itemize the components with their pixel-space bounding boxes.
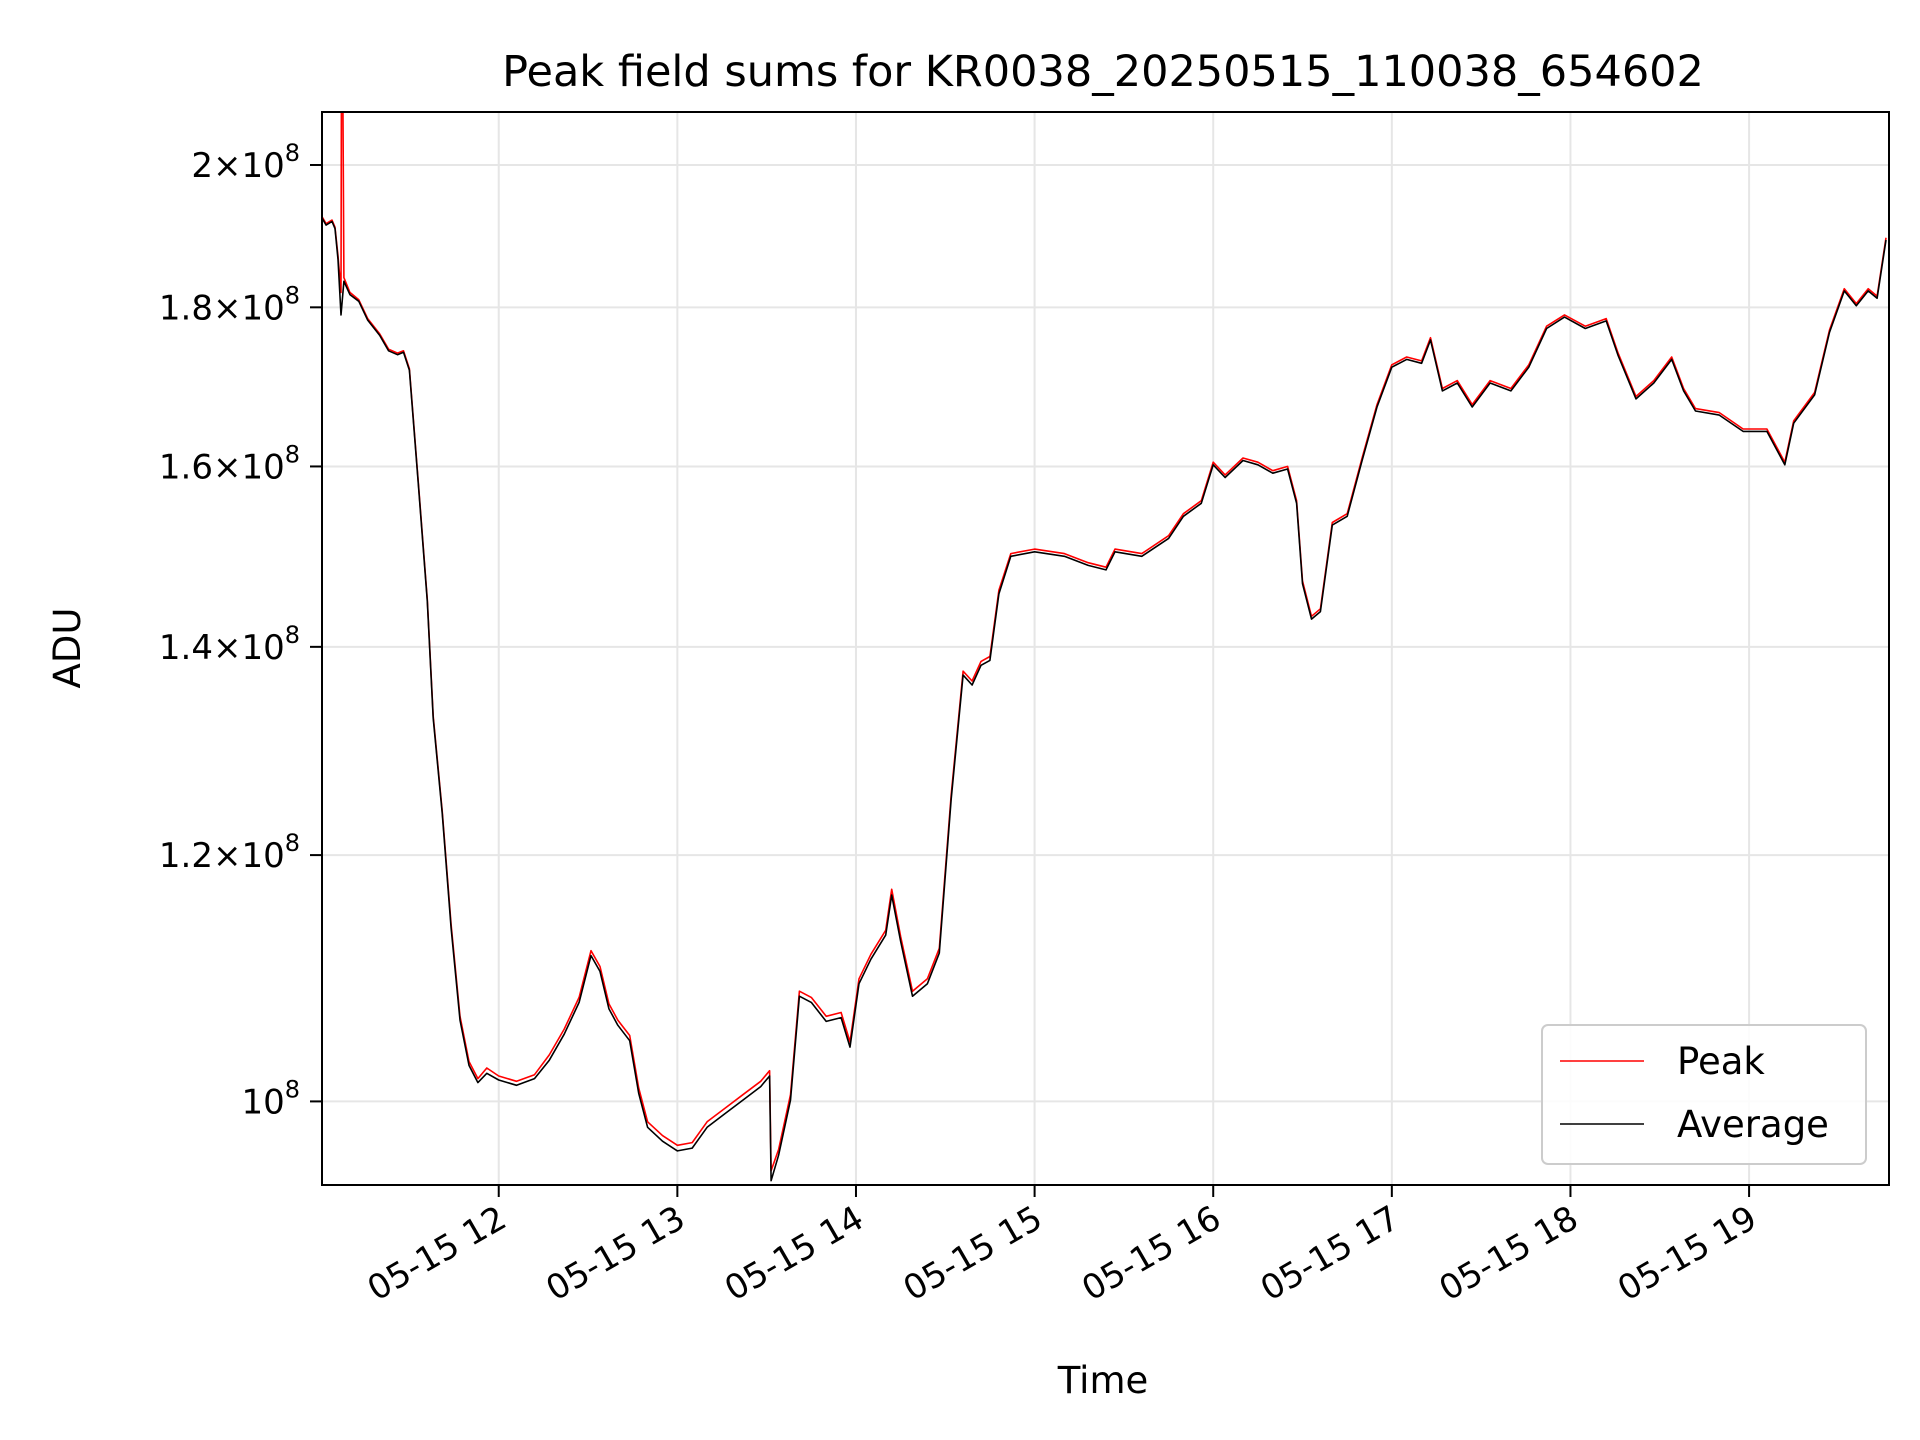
series-line-average	[322, 217, 1887, 1182]
chart-title: Peak field sums for KR0038_20250515_1100…	[502, 47, 1704, 97]
legend-box	[1541, 1024, 1867, 1165]
y-tick-label: 1.4×108	[159, 621, 300, 668]
y-tick-label: 1.8×108	[159, 281, 300, 328]
legend: Peak Average	[1541, 1024, 1867, 1165]
series-lines	[322, 112, 1887, 1182]
y-tick-label: 108	[241, 1075, 300, 1122]
legend-label-peak: Peak	[1677, 1040, 1765, 1083]
y-axis-ticks: 108 1.2×108 1.4×108 1.6×108 1.8×108 2×108	[159, 139, 322, 1122]
y-tick-label: 1.6×108	[159, 440, 300, 487]
y-tick-label: 1.2×108	[159, 829, 300, 876]
grid-lines	[322, 112, 1889, 1185]
y-axis-label: ADU	[46, 608, 89, 689]
legend-label-average: Average	[1677, 1103, 1829, 1146]
x-axis-label: Time	[1057, 1359, 1149, 1402]
plot-frame	[321, 111, 1890, 1186]
y-tick-label: 2×108	[191, 139, 300, 186]
